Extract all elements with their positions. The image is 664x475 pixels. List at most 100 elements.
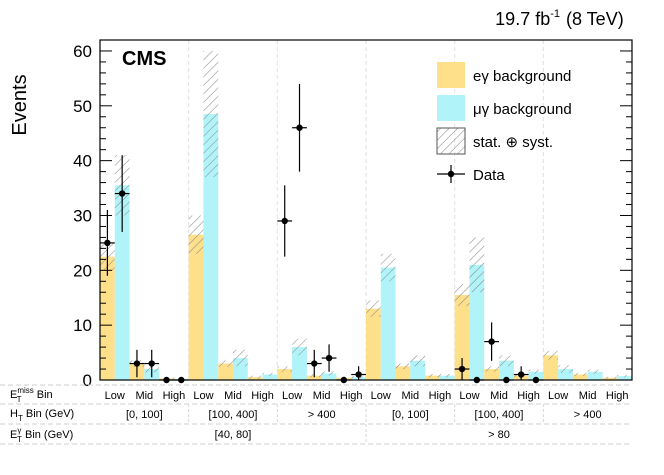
unc-band-mugamma (233, 349, 248, 367)
bar-mugamma (380, 267, 396, 380)
ht-group-label: [100, 400] (209, 409, 258, 421)
unc-band-mugamma (528, 369, 544, 374)
chart-title: CMS (122, 48, 166, 70)
unc-band-mugamma (292, 338, 307, 356)
bar-egamma (543, 355, 559, 380)
unc-band-mugamma (321, 371, 337, 376)
unc-band-mugamma (469, 237, 485, 293)
ht-group-label: [100, 400] (475, 409, 524, 421)
met-bin-label: High (429, 390, 452, 402)
data-point (355, 371, 362, 378)
legend-data-marker (447, 170, 455, 178)
met-bin-label: High (340, 390, 363, 402)
unc-band-mugamma (410, 355, 426, 367)
bar-egamma (366, 308, 381, 380)
met-bin-label: Mid (490, 390, 508, 402)
legend-swatch-eg (437, 62, 465, 88)
met-bin-label: Mid (313, 390, 331, 402)
luminosity-label: 19.7 fb-1 (495, 8, 560, 29)
bar-egamma (218, 363, 233, 380)
unc-band-mugamma (439, 373, 455, 378)
unc-band-egamma (395, 363, 411, 370)
y-tick-label: 30 (73, 206, 92, 225)
bar-mugamma (587, 371, 603, 380)
unc-band-egamma (543, 350, 559, 360)
bar-egamma (100, 256, 115, 380)
bar-egamma (484, 369, 499, 380)
bar-egamma (425, 375, 440, 380)
met-bin-label: Low (193, 390, 213, 402)
unc-band-mugamma (617, 375, 632, 378)
unc-band-egamma (454, 284, 470, 306)
unc-band-mugamma (558, 365, 573, 373)
met-bin-label: High (251, 390, 274, 402)
bar-mugamma (114, 185, 130, 380)
data-point (281, 217, 288, 225)
data-point (311, 360, 318, 367)
unc-band-egamma (572, 372, 588, 377)
ht-group-label: [0, 100] (392, 409, 429, 421)
ht-group-label: > 400 (308, 409, 336, 421)
unc-band-egamma (425, 373, 440, 378)
legend-swatch-unc (436, 127, 466, 155)
bar-egamma (572, 374, 588, 380)
bar-egamma (188, 234, 204, 380)
met-bin-label: High (606, 390, 629, 402)
data-point (488, 338, 495, 345)
legend-label-data: Data (473, 167, 505, 184)
bin-table: Emiss T Bin HT Bin (GeV) Eγ T Bin (GeV) Low Mi… (0, 384, 632, 445)
bar-mugamma (528, 371, 544, 380)
met-bin-label: Low (459, 390, 479, 402)
etg-group-label: [40, 80] (215, 429, 252, 441)
bar-mugamma (203, 114, 219, 380)
ht-row-label: HT Bin (GeV) (10, 408, 74, 423)
data-point (517, 371, 525, 378)
bar-mugamma (262, 374, 278, 380)
met-bin-label: Low (105, 390, 125, 402)
bar-mugamma (469, 264, 485, 380)
plot-frame (99, 39, 633, 381)
met-bin-label: Mid (401, 390, 419, 402)
bar-mugamma (558, 369, 573, 380)
data-point (325, 354, 333, 362)
bar-egamma (395, 366, 411, 380)
met-bin-label: Low (282, 390, 302, 402)
unc-band-mugamma (587, 369, 603, 374)
unc-band-egamma (247, 375, 263, 379)
unc-band-egamma (602, 376, 618, 379)
ht-group-label: [0, 100] (126, 409, 163, 421)
ht-group-label: > 400 (574, 409, 602, 421)
legend-swatch-mg (437, 95, 465, 121)
bar-egamma (306, 375, 322, 380)
met-bin-label: Mid (135, 390, 153, 402)
data-point (104, 239, 111, 247)
etg-row-label: Eγ T Bin (GeV) (10, 426, 73, 444)
legend-label-unc: stat. ⊕ syst. (473, 134, 553, 151)
data-point (118, 190, 126, 197)
data-point (458, 365, 466, 373)
met-bin-label: Low (548, 390, 568, 402)
met-bin-label: High (163, 390, 186, 402)
bar-mugamma (321, 373, 337, 380)
etg-group-label: > 80 (488, 429, 510, 441)
energy-label: (8 TeV) (566, 9, 624, 29)
met-bin-label: Mid (579, 390, 597, 402)
bar-mugamma (439, 375, 455, 380)
unc-band-egamma (277, 366, 293, 372)
unc-band-mugamma (380, 253, 396, 282)
unc-band-egamma (218, 360, 233, 367)
unc-band-mugamma (203, 50, 219, 178)
bar-mugamma (617, 376, 632, 380)
unc-band-egamma (188, 215, 204, 254)
unc-band-mugamma (499, 355, 514, 367)
met-bin-label: Low (371, 390, 391, 402)
unc-band-mugamma (262, 372, 278, 377)
unc-band-egamma (366, 300, 381, 317)
y-tick-label: 0 (83, 371, 92, 390)
bar-egamma (277, 369, 293, 380)
met-bin-label: Mid (224, 390, 242, 402)
legend: eγ background μγ background stat. ⊕ syst. D… (436, 62, 572, 184)
y-axis-title: Events (9, 74, 31, 135)
y-tick-label: 10 (73, 316, 92, 335)
